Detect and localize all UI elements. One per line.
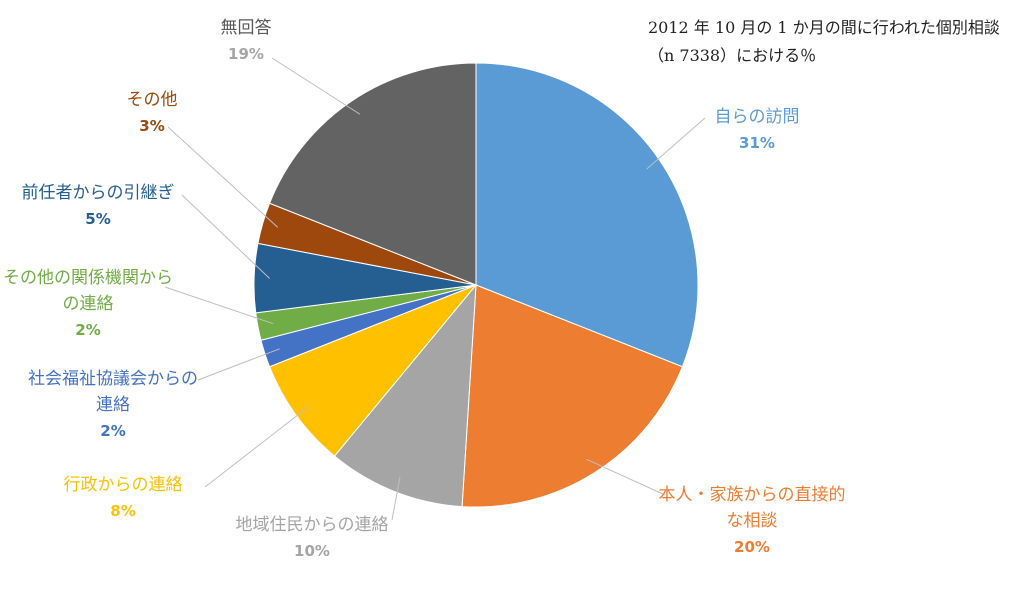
value-label: 2% xyxy=(75,321,101,339)
category-label: 本人・家族からの直接的な相談 xyxy=(658,485,846,531)
slice-label: 社会福祉協議会からの連絡 2% xyxy=(28,366,198,444)
leader-line xyxy=(197,348,280,381)
category-label: 前任者からの引継ぎ xyxy=(21,183,175,203)
chart-title: 2012 年 10 月の 1 か月の間に行われた個別相談（n 7338）における… xyxy=(648,18,1000,65)
category-label: 地域住民からの連絡 xyxy=(235,515,389,535)
category-label: 行政からの連絡 xyxy=(63,475,183,495)
value-label: 5% xyxy=(85,210,111,228)
pie-slice xyxy=(333,283,477,508)
value-label: 2% xyxy=(100,422,126,440)
leader-line xyxy=(167,126,279,228)
category-label: 自らの訪問 xyxy=(714,107,800,127)
value-label: 20% xyxy=(734,538,770,556)
value-label: 3% xyxy=(139,117,165,135)
leader-line xyxy=(204,405,310,488)
slice-label: 自らの訪問 31% xyxy=(697,104,817,156)
slice-label: 本人・家族からの直接的な相談 20% xyxy=(657,482,847,560)
pie-slice xyxy=(461,284,684,508)
pie-slice xyxy=(268,62,477,286)
slice-label: 行政からの連絡 8% xyxy=(33,472,213,524)
value-label: 31% xyxy=(739,134,775,152)
value-label: 8% xyxy=(110,502,136,520)
slice-label: 地域住民からの連絡 10% xyxy=(222,512,402,564)
slice-label: 無回答 19% xyxy=(196,15,296,67)
category-label: その他の関係機関からの連絡 xyxy=(3,268,173,314)
value-label: 19% xyxy=(228,45,264,63)
leader-line xyxy=(181,194,270,279)
leader-line xyxy=(164,286,274,325)
leader-line xyxy=(646,117,706,170)
leader-line xyxy=(586,458,666,496)
slice-label: その他 3% xyxy=(102,87,202,139)
pie-slice xyxy=(475,62,699,368)
slice-label: 前任者からの引継ぎ 5% xyxy=(13,180,183,232)
category-label: その他 xyxy=(126,90,178,110)
category-label: 社会福祉協議会からの連絡 xyxy=(28,369,198,415)
slice-label: その他の関係機関からの連絡 2% xyxy=(3,265,173,343)
value-label: 10% xyxy=(294,542,330,560)
category-label: 無回答 xyxy=(220,18,272,38)
leader-line xyxy=(271,57,361,115)
leader-line xyxy=(391,476,401,521)
